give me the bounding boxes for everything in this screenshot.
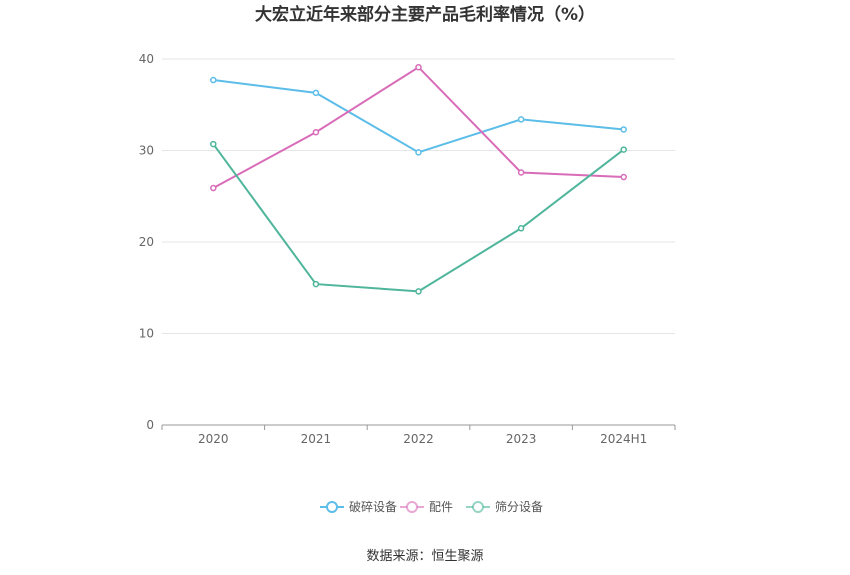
data-point — [312, 128, 320, 136]
legend-label: 筛分设备 — [495, 499, 543, 514]
data-point — [517, 169, 525, 176]
legend-marker — [406, 501, 418, 513]
data-point — [312, 89, 320, 97]
legend-marker — [472, 501, 484, 513]
y-tick-label: 40 — [139, 52, 154, 66]
legend-marker — [326, 501, 338, 513]
data-point — [415, 149, 422, 156]
source-note: 数据来源：恒生聚源 — [366, 549, 483, 564]
data-point — [210, 76, 217, 84]
legend-label: 破碎设备 — [349, 499, 397, 514]
legend-item: 筛分设备 — [466, 499, 543, 514]
data-point — [415, 288, 422, 295]
series-line — [212, 65, 624, 189]
y-tick-label: 30 — [139, 144, 154, 158]
x-tick-label: 2020 — [198, 432, 229, 446]
legend: 破碎设备 配件 筛分设备 — [320, 499, 543, 514]
series-line — [212, 143, 625, 293]
x-tick-label: 2023 — [506, 432, 537, 446]
legend-item: 配件 — [400, 500, 453, 514]
legend-item: 破碎设备 — [320, 499, 397, 514]
data-point — [210, 184, 217, 192]
legend-label: 配件 — [429, 500, 453, 514]
data-point — [517, 116, 525, 123]
y-tick-label: 10 — [139, 327, 154, 341]
series-line — [213, 79, 624, 154]
x-tick-label: 2022 — [403, 432, 434, 446]
data-point — [415, 63, 422, 71]
data-point — [620, 126, 627, 133]
data-point — [620, 173, 627, 181]
axes: 0 10 20 30 40 2020 2021 2022 2023 2024H1 — [139, 52, 676, 446]
series-lines — [210, 63, 627, 295]
y-tick-label: 0 — [146, 418, 154, 432]
x-tick-label: 2021 — [301, 432, 332, 446]
data-point — [312, 280, 320, 288]
data-point — [210, 140, 217, 148]
data-point — [517, 225, 525, 232]
y-tick-label: 20 — [139, 235, 154, 249]
chart-title: 大宏立近年来部分主要产品毛利率情况（%） — [255, 4, 595, 25]
x-tick-label: 2024H1 — [600, 432, 647, 446]
data-point — [620, 146, 627, 153]
